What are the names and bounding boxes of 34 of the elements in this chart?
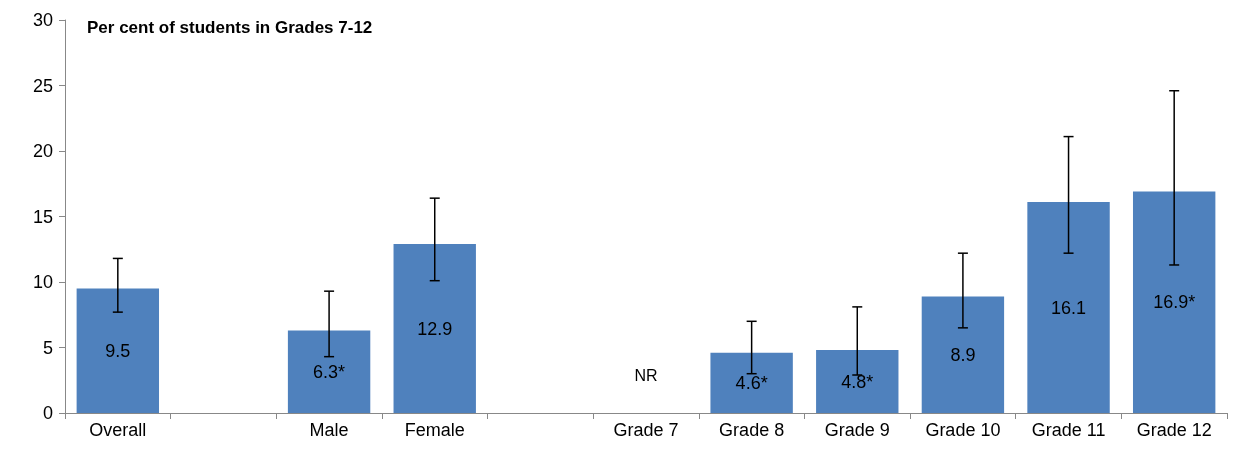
y-tick-label: 30 xyxy=(32,10,53,30)
data-label: 6.3* xyxy=(313,361,346,382)
x-tick-label: Grade 8 xyxy=(719,420,785,440)
data-label: 9.5 xyxy=(105,340,131,361)
data-label: 8.9 xyxy=(950,344,976,365)
x-tick-label: Grade 10 xyxy=(925,420,1001,440)
y-tick-label: 15 xyxy=(32,206,53,227)
bar xyxy=(287,330,371,413)
x-tick-label: Female xyxy=(404,420,465,440)
x-tick-label: Male xyxy=(309,420,349,440)
bar xyxy=(393,244,476,413)
bar xyxy=(1027,202,1110,413)
bar xyxy=(816,350,899,413)
data-label: 16.1 xyxy=(1051,297,1087,318)
x-tick-label: Grade 9 xyxy=(824,420,890,440)
text: NR xyxy=(634,366,658,384)
y-tick-label: 10 xyxy=(32,272,53,292)
x-tick-label: Overall xyxy=(89,420,147,440)
chart-title: Per cent of students in Grades 7-12 xyxy=(87,18,373,37)
y-tick-label: 0 xyxy=(42,403,53,423)
data-label: 16.9* xyxy=(1153,292,1196,313)
data-label: 4.6* xyxy=(735,372,768,393)
bar xyxy=(1132,191,1216,413)
y-tick-label: 20 xyxy=(32,141,53,161)
data-label: 12.9 xyxy=(417,318,453,339)
y-tick-label: 25 xyxy=(32,75,53,96)
bar xyxy=(710,352,793,413)
data-label: 4.8* xyxy=(841,371,874,392)
bar xyxy=(76,288,160,413)
x-tick-label: Grade 7 xyxy=(613,420,679,440)
x-tick-label: Grade 12 xyxy=(1136,420,1212,440)
bar xyxy=(921,296,1005,413)
y-tick-label: 5 xyxy=(42,337,53,358)
x-tick-label: Grade 11 xyxy=(1031,420,1106,440)
